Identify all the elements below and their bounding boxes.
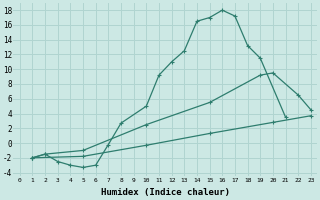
X-axis label: Humidex (Indice chaleur): Humidex (Indice chaleur) — [101, 188, 230, 197]
